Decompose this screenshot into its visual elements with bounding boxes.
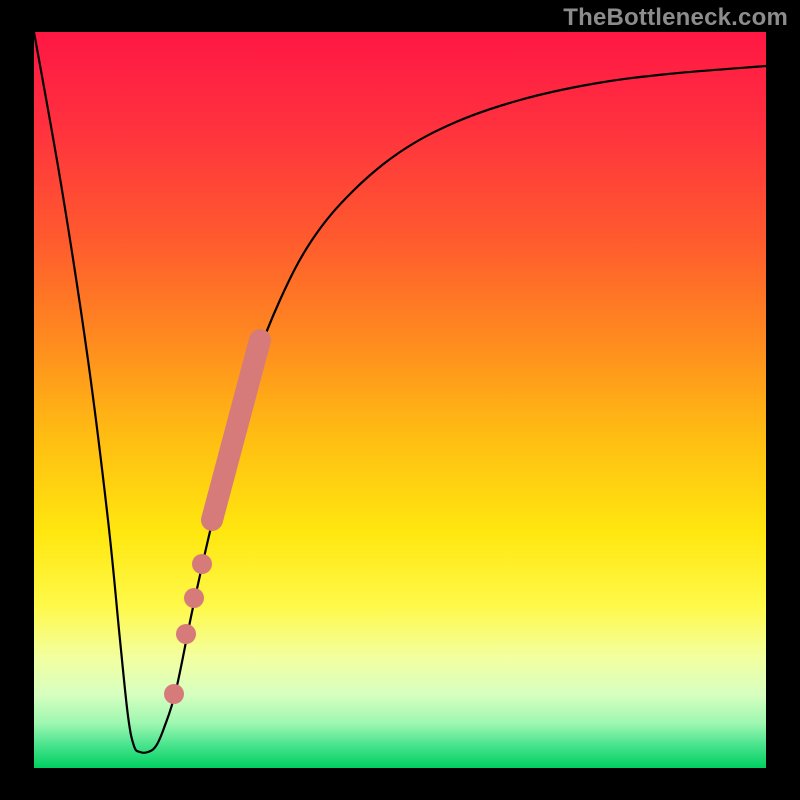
highlight-dot xyxy=(164,684,184,704)
chart-frame: TheBottleneck.com xyxy=(0,0,800,800)
highlight-dot xyxy=(192,554,212,574)
watermark-text: TheBottleneck.com xyxy=(563,4,788,32)
highlight-dot xyxy=(176,624,196,644)
chart-svg xyxy=(0,0,800,800)
highlight-dot xyxy=(184,588,204,608)
